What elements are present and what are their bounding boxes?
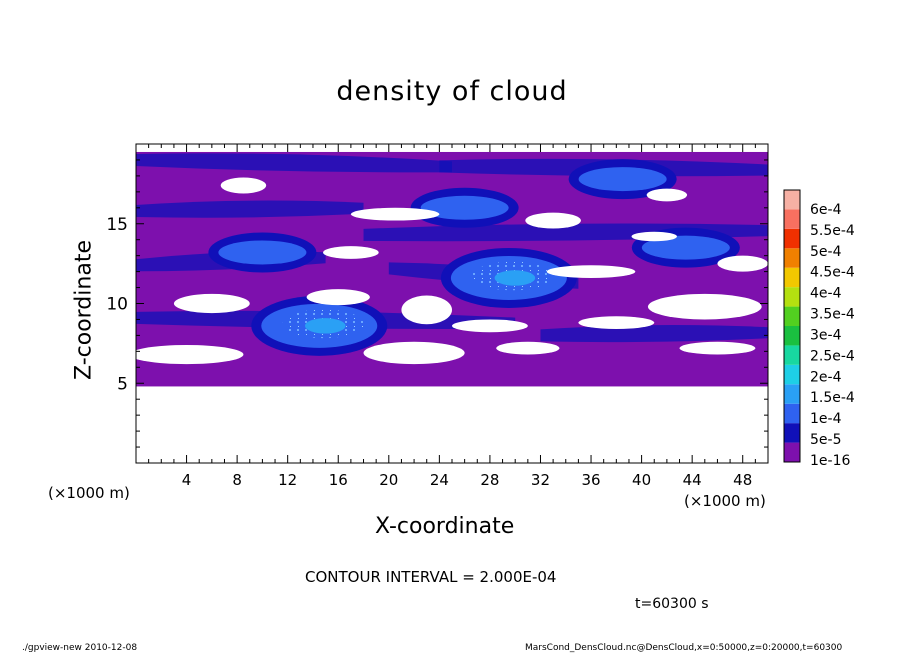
colorbar-swatch: [784, 403, 800, 424]
x-tick-label: 8: [232, 471, 242, 489]
colorbar-swatch: [784, 209, 800, 229]
colorbar-label: 1.5e-4: [810, 390, 855, 406]
colorbar-label: 3.5e-4: [810, 307, 855, 323]
x-tick-label: 32: [531, 471, 550, 489]
clear-region: [525, 212, 581, 229]
cloud-streak: [136, 200, 364, 218]
colorbar-swatch: [784, 306, 800, 326]
clear-region: [363, 341, 465, 365]
colorbar-label: 5.5e-4: [810, 223, 855, 239]
colorbar-label: 4e-4: [810, 286, 842, 302]
x-tick-label: 40: [632, 471, 651, 489]
y-tick-label: 10: [106, 295, 128, 315]
cloud-blob: [578, 167, 667, 192]
y-tick-label: 5: [117, 374, 128, 394]
colorbar-label: 3e-4: [810, 327, 842, 343]
x-tick-label: 16: [329, 471, 348, 489]
clear-region: [323, 246, 379, 259]
colorbar-swatch: [784, 228, 800, 249]
clear-region: [220, 177, 267, 194]
x-unit-label-left: (×1000 m): [48, 484, 130, 502]
clear-region: [631, 231, 677, 242]
cloud-streak: [540, 324, 768, 343]
colorbar-label: 1e-16: [810, 453, 850, 469]
colorbar-swatch: [784, 248, 800, 268]
x-tick-label: 36: [581, 471, 600, 489]
colorbar-frame: [783, 189, 801, 463]
clear-region: [679, 341, 756, 355]
contour-interval-text: CONTOUR INTERVAL = 2.000E-04: [305, 568, 557, 586]
colorbar-swatch: [784, 287, 800, 307]
clear-region: [717, 255, 768, 272]
colorbar-label: 6e-4: [810, 202, 842, 218]
colorbar-swatch: [784, 326, 800, 346]
x-unit-label-right: (×1000 m): [684, 492, 766, 510]
x-tick-label: 28: [480, 471, 499, 489]
colorbar-label: 2.5e-4: [810, 348, 855, 364]
cloud-streak: [136, 153, 452, 173]
x-tick-label: 12: [278, 471, 297, 489]
colorbar-swatch: [784, 442, 800, 462]
clear-region: [647, 293, 762, 320]
cloud-blob-peak: [304, 318, 346, 334]
colorbar-label: 1e-4: [810, 411, 842, 427]
colorbar-label: 4.5e-4: [810, 265, 855, 281]
footer-program-date: ./gpview-new 2010-12-08: [22, 643, 138, 653]
clear-region: [646, 188, 688, 202]
colorbar-label: 5e-5: [810, 432, 841, 448]
colorbar-swatch: [784, 345, 800, 365]
clear-region: [350, 207, 440, 221]
clear-region: [401, 295, 452, 325]
colorbar-swatch: [784, 267, 800, 288]
colorbar-swatch: [784, 364, 800, 385]
colorbar-label: 5e-4: [810, 244, 842, 260]
cloud-blob: [641, 235, 730, 260]
colorbar-swatch: [784, 190, 800, 210]
x-tick-label: 48: [733, 471, 752, 489]
colorbar-swatch: [784, 423, 800, 443]
clear-region: [173, 293, 250, 314]
footer-file-info: MarsCond_DensCloud.nc@DensCloud,x=0:5000…: [525, 643, 843, 653]
chart-title: density of cloud: [336, 76, 568, 107]
x-tick-label: 44: [683, 471, 702, 489]
cloud-blob: [218, 240, 307, 265]
clear-region: [496, 341, 560, 355]
x-tick-label: 4: [182, 471, 192, 489]
cloud-blob: [420, 195, 509, 220]
colorbar-swatch: [784, 384, 800, 404]
y-axis-label: Z-coordinate: [71, 240, 97, 380]
clear-region: [129, 344, 244, 365]
x-tick-label: 24: [430, 471, 449, 489]
x-axis-label: X-coordinate: [375, 514, 515, 539]
time-text: t=60300 s: [635, 596, 709, 612]
clear-region: [546, 265, 636, 278]
clear-region: [306, 289, 370, 306]
x-tick-label: 20: [379, 471, 398, 489]
cloud-blob-peak: [494, 270, 536, 286]
y-tick-label: 15: [106, 215, 128, 235]
colorbar-label: 2e-4: [810, 369, 842, 385]
clear-region: [578, 316, 655, 330]
clear-region: [452, 319, 528, 333]
